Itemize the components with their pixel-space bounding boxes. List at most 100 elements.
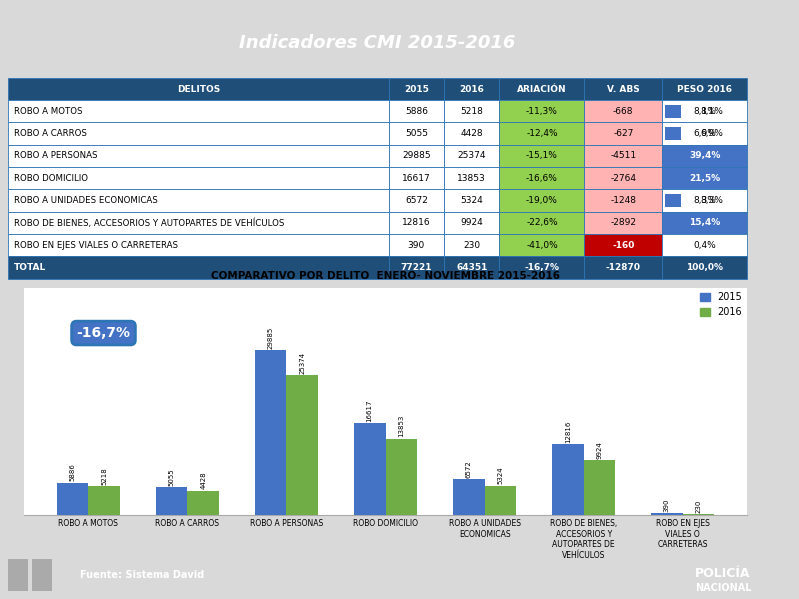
Text: 16617: 16617 (367, 400, 372, 422)
Bar (57, 483, 89, 515)
Text: 5886: 5886 (70, 464, 76, 482)
Text: -2764: -2764 (610, 174, 636, 183)
Text: V. ABS: V. ABS (607, 84, 640, 93)
Bar (287, 375, 318, 515)
Bar (584, 145, 662, 167)
Bar (156, 487, 188, 515)
Bar (499, 234, 584, 256)
Text: 230: 230 (695, 499, 702, 513)
Text: -12,4%: -12,4% (527, 129, 558, 138)
Text: 12816: 12816 (402, 218, 431, 227)
Text: ROBO EN EJES VIALES O CARRETERAS: ROBO EN EJES VIALES O CARRETERAS (14, 241, 178, 250)
Bar (8, 256, 388, 279)
Bar (188, 491, 219, 515)
Text: -22,6%: -22,6% (527, 218, 558, 227)
Bar (584, 211, 662, 234)
Bar (89, 486, 120, 515)
Bar (584, 189, 662, 211)
Bar (8, 211, 388, 234)
Bar (444, 145, 499, 167)
Text: 6,9%: 6,9% (700, 129, 723, 138)
Text: -19,0%: -19,0% (526, 196, 558, 205)
Bar (388, 145, 444, 167)
Text: -1248: -1248 (610, 196, 636, 205)
Bar (354, 423, 385, 515)
Text: 5324: 5324 (460, 196, 483, 205)
Bar (662, 189, 747, 211)
Bar (651, 513, 682, 515)
Text: 25374: 25374 (300, 352, 305, 374)
Text: 390: 390 (664, 498, 670, 512)
Bar (666, 127, 681, 140)
Bar (388, 211, 444, 234)
Bar (552, 444, 583, 515)
Bar (499, 167, 584, 189)
Bar (662, 122, 747, 145)
Bar (8, 234, 388, 256)
Bar (453, 479, 484, 515)
Text: 77221: 77221 (400, 263, 432, 272)
Text: -15,1%: -15,1% (526, 152, 558, 161)
Bar (444, 211, 499, 234)
Bar (444, 78, 499, 100)
Text: 8,3%: 8,3% (700, 196, 723, 205)
Text: 6,9%: 6,9% (693, 129, 716, 138)
Text: 4428: 4428 (460, 129, 483, 138)
Bar (388, 78, 444, 100)
Text: 5218: 5218 (460, 107, 483, 116)
Bar (8, 559, 28, 591)
Text: -627: -627 (613, 129, 634, 138)
Bar (499, 189, 584, 211)
Text: POLICÍA: POLICÍA (695, 567, 750, 580)
Text: 2015: 2015 (403, 84, 429, 93)
Bar (499, 256, 584, 279)
Bar (8, 189, 388, 211)
Text: 4428: 4428 (201, 472, 206, 489)
Text: 21,5%: 21,5% (689, 174, 720, 183)
Bar (444, 256, 499, 279)
Legend: 2015, 2016: 2015, 2016 (700, 292, 742, 317)
Bar (8, 78, 388, 100)
Text: 29885: 29885 (402, 152, 431, 161)
Text: 16617: 16617 (402, 174, 431, 183)
Bar (388, 167, 444, 189)
Text: -16,7%: -16,7% (524, 263, 559, 272)
Text: TOTAL: TOTAL (14, 263, 46, 272)
Text: 25374: 25374 (458, 152, 486, 161)
Bar (8, 145, 388, 167)
Bar (682, 514, 714, 515)
Text: -16,6%: -16,6% (526, 174, 558, 183)
Text: -160: -160 (612, 241, 634, 250)
Bar (584, 234, 662, 256)
Text: NACIONAL: NACIONAL (695, 583, 752, 592)
Bar (255, 350, 287, 515)
Text: 15,4%: 15,4% (689, 218, 720, 227)
Bar (388, 189, 444, 211)
Text: Indicadores CMI 2015-2016: Indicadores CMI 2015-2016 (240, 34, 515, 53)
Text: 29885: 29885 (268, 326, 273, 349)
Text: 230: 230 (463, 241, 480, 250)
Text: 39,4%: 39,4% (689, 152, 720, 161)
Text: 8,1%: 8,1% (693, 107, 716, 116)
Text: 9924: 9924 (597, 441, 602, 459)
Text: 2016: 2016 (459, 84, 484, 93)
Text: 9924: 9924 (460, 218, 483, 227)
Text: Fuente: Sistema David: Fuente: Sistema David (80, 570, 205, 580)
Text: -12870: -12870 (606, 263, 641, 272)
Text: 13853: 13853 (457, 174, 486, 183)
Text: ROBO A UNIDADES ECONOMICAS: ROBO A UNIDADES ECONOMICAS (14, 196, 157, 205)
Bar (584, 100, 662, 122)
Bar (662, 145, 747, 167)
Bar (444, 122, 499, 145)
Text: -4511: -4511 (610, 152, 636, 161)
Text: -41,0%: -41,0% (526, 241, 558, 250)
Bar (444, 189, 499, 211)
Text: ROBO A CARROS: ROBO A CARROS (14, 129, 87, 138)
Text: ROBO A PERSONAS: ROBO A PERSONAS (14, 152, 97, 161)
Bar (662, 100, 747, 122)
Title: COMPARATIVO POR DELITO  ENERO- NOVIEMBRE 2015-2016: COMPARATIVO POR DELITO ENERO- NOVIEMBRE … (211, 271, 560, 281)
Text: -11,3%: -11,3% (526, 107, 558, 116)
Bar (584, 78, 662, 100)
Bar (662, 78, 747, 100)
Bar (666, 105, 681, 118)
